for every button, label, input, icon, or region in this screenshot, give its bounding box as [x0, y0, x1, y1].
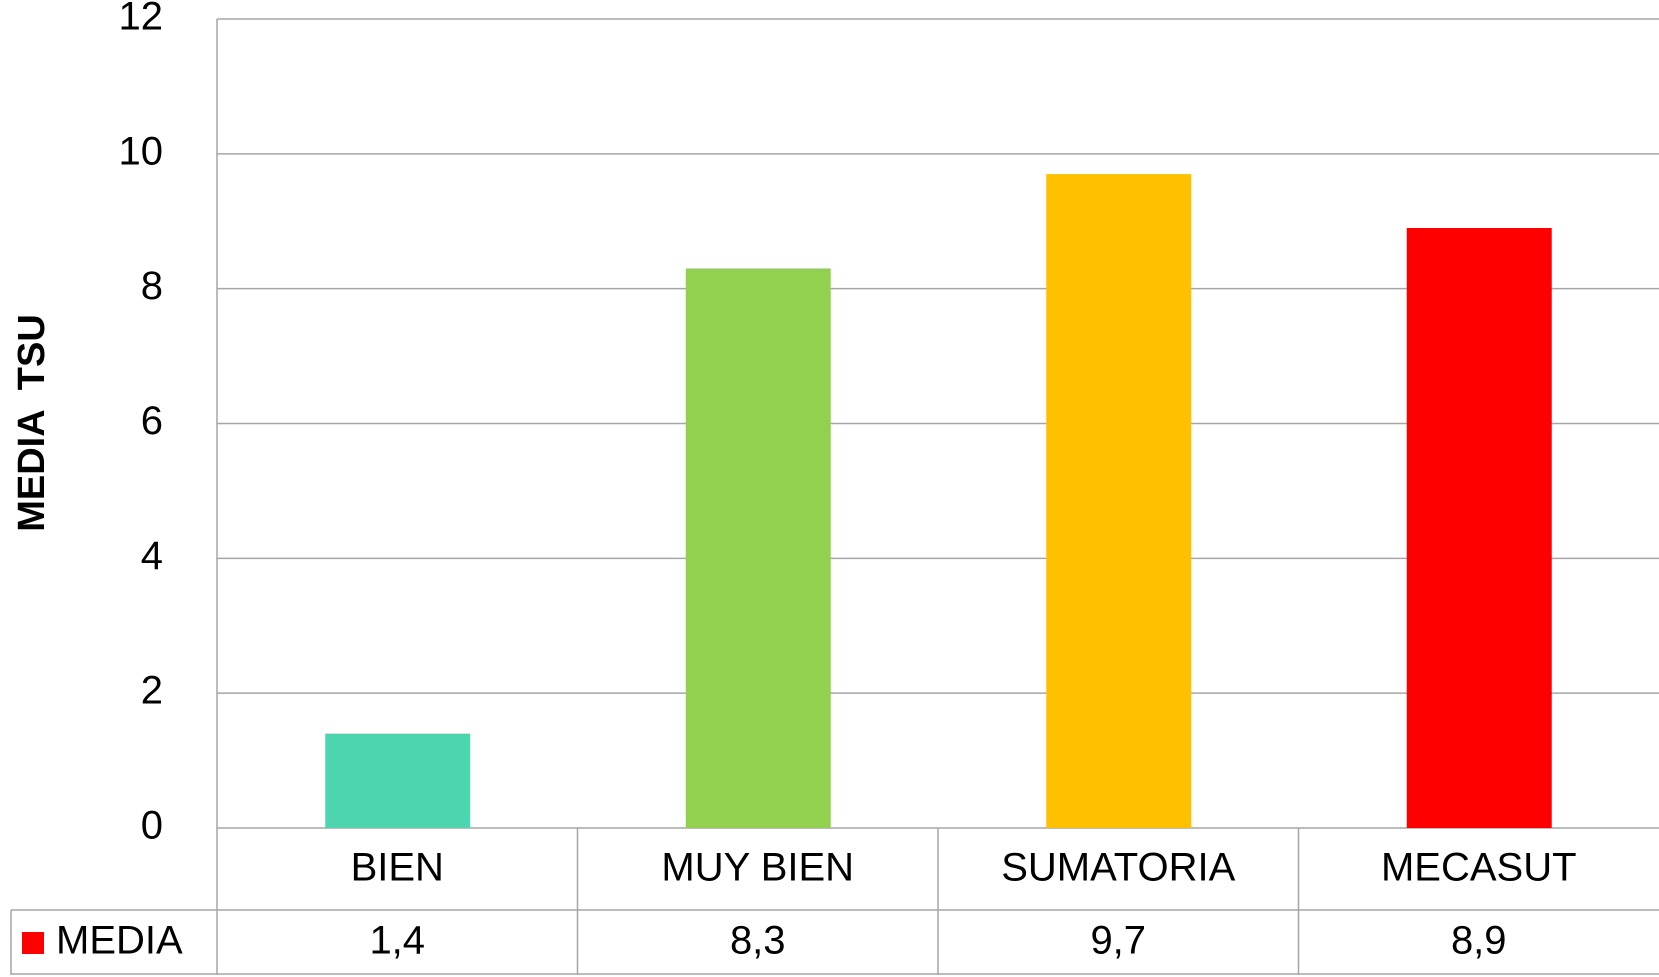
data-label: 8,3 [730, 919, 786, 963]
y-tick-label: 6 [141, 399, 163, 443]
bar [685, 268, 831, 829]
data-label: 1,4 [369, 919, 425, 963]
legend-swatch [22, 932, 44, 954]
y-tick-label: 10 [119, 129, 164, 173]
y-axis-label: MEDIA TSU [11, 314, 53, 532]
bar [1406, 227, 1552, 828]
data-label: 9,7 [1090, 919, 1146, 963]
x-tick-label: MUY BIEN [661, 846, 854, 890]
y-tick-label: 2 [141, 669, 163, 713]
y-tick-label: 12 [119, 0, 164, 39]
x-tick-label: MECASUT [1381, 846, 1577, 890]
y-tick-label: 8 [141, 264, 163, 308]
legend-label: MEDIA [56, 919, 183, 963]
bar [325, 733, 471, 828]
bar [1046, 174, 1192, 828]
data-label: 8,9 [1451, 919, 1507, 963]
x-tick-label: SUMATORIA [1001, 846, 1235, 890]
y-tick-label: 0 [141, 804, 163, 848]
x-tick-label: BIEN [351, 846, 444, 890]
y-tick-label: 4 [141, 534, 163, 578]
